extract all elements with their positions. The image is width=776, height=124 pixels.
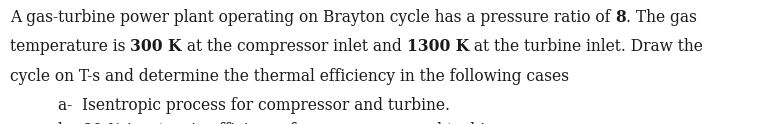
Text: b-  80 % isentropic efficiency for compressor and turbine.: b- 80 % isentropic efficiency for compre… [58, 122, 509, 124]
Text: A gas-turbine power plant operating on Brayton cycle has a pressure ratio of: A gas-turbine power plant operating on B… [10, 9, 615, 26]
Text: at the compressor inlet and: at the compressor inlet and [182, 38, 407, 55]
Text: a-  Isentropic process for compressor and turbine.: a- Isentropic process for compressor and… [58, 97, 450, 114]
Text: 8: 8 [615, 9, 626, 26]
Text: temperature is: temperature is [10, 38, 130, 55]
Text: at the turbine inlet. Draw the: at the turbine inlet. Draw the [469, 38, 703, 55]
Text: . The gas: . The gas [626, 9, 697, 26]
Text: 1300 K: 1300 K [407, 38, 469, 55]
Text: 300 K: 300 K [130, 38, 182, 55]
Text: cycle on T-s and determine the thermal efficiency in the following cases: cycle on T-s and determine the thermal e… [10, 68, 569, 85]
